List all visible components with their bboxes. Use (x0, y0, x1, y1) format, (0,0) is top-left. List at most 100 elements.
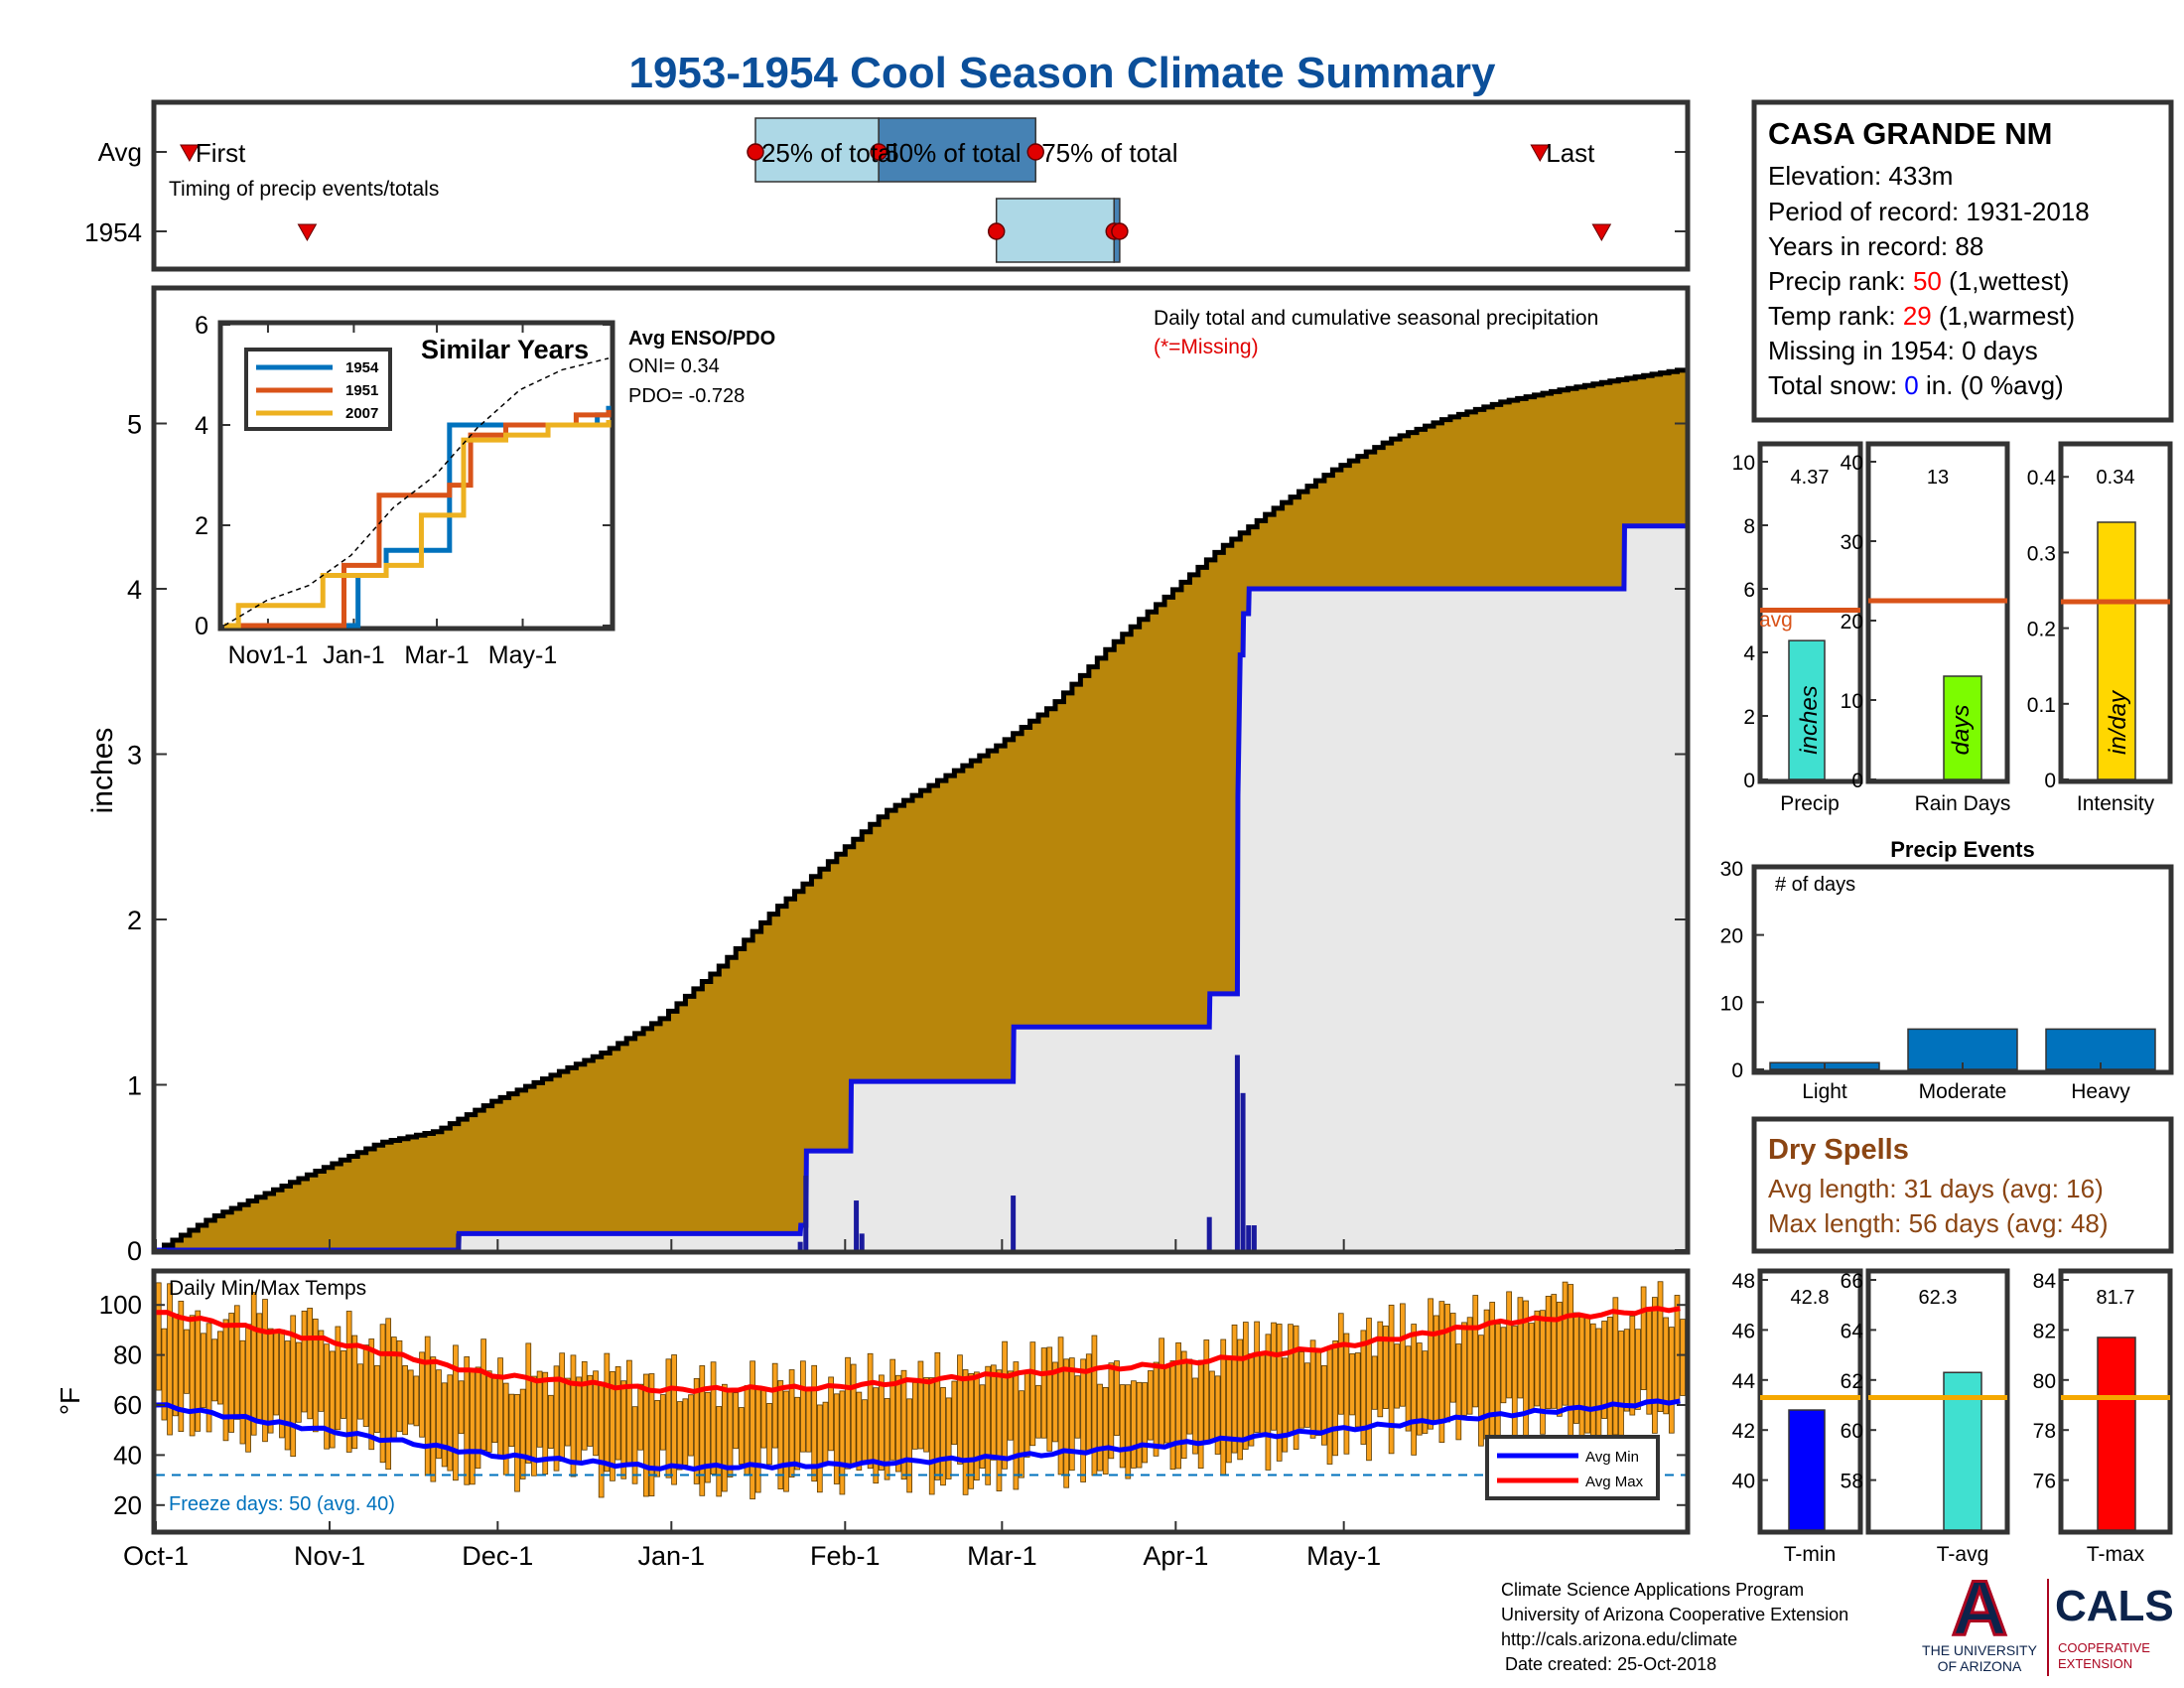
daily-temp-bar (1002, 1340, 1008, 1470)
summary-y-tick-label: 20 (1841, 611, 1863, 633)
daily-temp-bar (307, 1308, 314, 1420)
cals-coop-1: COOPERATIVE (2058, 1640, 2150, 1655)
tmax-label: T-max (2087, 1543, 2145, 1566)
temp-summary-y-tick-label: 40 (1732, 1471, 1755, 1493)
daily-temp-bar (1500, 1327, 1507, 1404)
temps-legend: Avg Min Avg Max (1485, 1435, 1660, 1500)
daily-temp-bar (262, 1299, 268, 1443)
daily-temp-bar (1349, 1352, 1355, 1416)
daily-temp-bar (1623, 1329, 1630, 1412)
daily-temp-bar (1293, 1325, 1299, 1450)
temps-y-ticks: 100 80 60 40 20 (99, 1290, 1688, 1520)
daily-temp-bar (396, 1339, 403, 1433)
daily-temp-bar (1148, 1370, 1154, 1441)
timing-avg-first-marker (180, 144, 200, 163)
daily-temp-bar (1562, 1281, 1569, 1406)
main-y-tick-label: 3 (127, 741, 142, 771)
daily-temp-bar (985, 1365, 992, 1485)
daily-temp-bar (1159, 1337, 1164, 1448)
daily-temp-bar (1131, 1380, 1137, 1469)
daily-temp-bar (1438, 1301, 1445, 1444)
summary-bar (2097, 521, 2136, 780)
ua-logo-letter: A (1952, 1564, 2007, 1651)
summary-y-tick-label: 0 (1743, 770, 1755, 792)
daily-temp-bar (1282, 1357, 1289, 1453)
month-tick-label: Jan-1 (638, 1541, 706, 1571)
daily-temp-bar (1640, 1286, 1647, 1390)
daily-temp-bar (940, 1386, 946, 1486)
timing-avg-last-marker (1530, 144, 1551, 163)
timing-year-last-marker (1591, 223, 1612, 242)
daily-temp-bar (1584, 1317, 1590, 1434)
timing-year-75-marker (1111, 222, 1129, 240)
temp-summary-y-tick-label: 82 (2033, 1320, 2056, 1342)
daily-temp-bar (990, 1364, 997, 1461)
summary-y-tick-label: 40 (1841, 452, 1863, 475)
daily-temp-bar (1517, 1297, 1524, 1399)
ua-logo-line-1: THE UNIVERSITY (1922, 1642, 2038, 1658)
daily-temp-bar (1383, 1325, 1389, 1410)
daily-temp-bar (216, 1331, 223, 1405)
daily-temp-bar (1019, 1390, 1024, 1478)
daily-temp-bar (1180, 1350, 1187, 1460)
daily-temp-bar (631, 1406, 638, 1484)
daily-temp-bar (1175, 1341, 1181, 1470)
daily-temp-bar (659, 1394, 666, 1451)
daily-temp-bar (1153, 1361, 1160, 1457)
daily-temp-bar (1366, 1318, 1372, 1462)
daily-temp-bar (1192, 1377, 1198, 1455)
temp-summary-y-tick-label: 46 (1732, 1320, 1755, 1342)
temp-summary-bar (2097, 1336, 2136, 1531)
daily-temp-bar (201, 1333, 206, 1409)
precip-unit: inches (1796, 685, 1823, 754)
daily-temp-bar (1343, 1333, 1350, 1455)
daily-temp-bar (805, 1388, 812, 1453)
daily-temp-bar (1102, 1387, 1109, 1475)
summary-y-tick-label: 8 (1743, 515, 1755, 538)
daily-temp-bar (1511, 1326, 1518, 1436)
small-bars: 0 2 4 6 8 10 0 10 20 30 40 0 0.1 0.2 0.3 0.4 (1732, 452, 2170, 792)
month-tick-label: Oct-1 (123, 1541, 189, 1571)
events-ylabel-note: # of days (1775, 874, 1855, 896)
main-y-tick-label: 5 (127, 410, 142, 440)
daily-temp-bar (485, 1370, 492, 1453)
summary-bar (1788, 639, 1826, 780)
daily-temp-bar (475, 1366, 481, 1470)
daily-temp-bar (195, 1310, 202, 1432)
intensity-value: 0.34 (2097, 467, 2135, 489)
inset-x-tick-label: Nov1-1 (228, 641, 309, 669)
daily-temp-bar (155, 1282, 162, 1391)
daily-temp-bar (1063, 1358, 1070, 1488)
daily-temp-bar (1326, 1348, 1333, 1465)
daily-precip-bar (1206, 1216, 1212, 1250)
daily-temp-bar (1242, 1322, 1249, 1450)
average-cumulative-line (156, 367, 1689, 1253)
inset-legend-2007: 2007 (345, 405, 378, 422)
intensity-unit: in/day (2105, 689, 2131, 755)
observed-cumulative-line (156, 523, 1686, 1253)
daily-temp-bar (531, 1375, 537, 1477)
event-category-label: Heavy (2071, 1080, 2130, 1103)
daily-temp-bar (833, 1393, 840, 1484)
raindays-label: Rain Days (1915, 792, 2011, 815)
daily-temp-bar (564, 1377, 571, 1447)
main-y-tick-label: 1 (127, 1071, 142, 1101)
daily-temp-bar (284, 1340, 291, 1451)
daily-temp-bar (296, 1341, 302, 1423)
inset-legend-1954: 1954 (345, 359, 379, 376)
daily-temp-bar (447, 1374, 454, 1472)
daily-temp-bar (1136, 1381, 1143, 1469)
daily-temp-bar (593, 1370, 599, 1457)
daily-temp-bar (1332, 1340, 1338, 1457)
daily-temp-bar (811, 1364, 818, 1482)
daily-temp-bar (1074, 1375, 1081, 1439)
daily-temp-bar (889, 1358, 896, 1461)
daily-temp-bar (245, 1324, 251, 1453)
daily-temp-bar (1046, 1346, 1053, 1452)
enso-pdo: PDO= -0.728 (628, 385, 745, 407)
inset-x-tick-label: Jan-1 (323, 641, 385, 669)
tavg-value: 62.3 (1919, 1287, 1958, 1309)
daily-temp-bar (184, 1329, 190, 1394)
daily-temp-bar (1646, 1310, 1653, 1415)
daily-temp-bar (962, 1369, 969, 1495)
